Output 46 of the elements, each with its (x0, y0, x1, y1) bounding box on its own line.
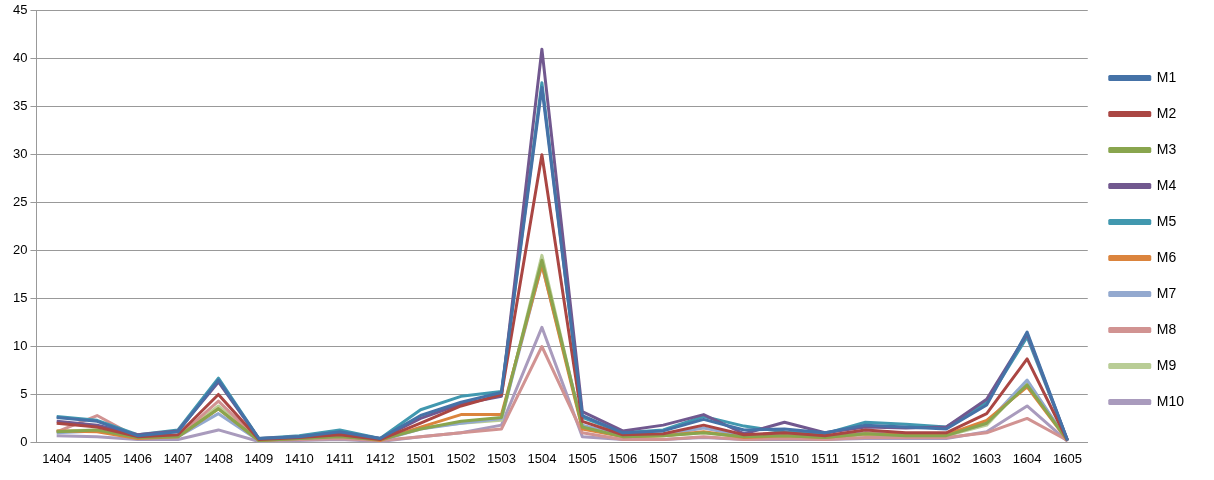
y-tick-label: 5 (20, 386, 28, 402)
x-tick-label: 1502 (446, 450, 476, 466)
x-tick-label: 1503 (487, 450, 516, 466)
x-tick-label: 1510 (770, 450, 799, 466)
x-tick-label: 1407 (163, 450, 193, 466)
x-tick-label: 1505 (567, 450, 597, 466)
x-tick-label: 1411 (325, 450, 354, 466)
x-tick-label: 1508 (689, 450, 719, 466)
x-tick-label: 1601 (891, 450, 921, 466)
legend-label: M10 (1156, 392, 1185, 409)
x-tick-label: 1410 (284, 450, 314, 466)
y-tick-label: 40 (12, 50, 28, 66)
x-tick-label: 1507 (648, 450, 678, 466)
y-tick-label: 20 (12, 242, 28, 258)
x-tick-label: 1408 (203, 450, 233, 466)
x-tick-label: 1409 (244, 450, 274, 466)
x-tick-label: 1506 (608, 450, 638, 466)
x-tick-label: 1412 (365, 450, 395, 466)
x-tick-label: 1604 (1012, 450, 1042, 466)
x-tick-label: 1602 (931, 450, 961, 466)
x-tick-label: 1511 (810, 450, 839, 466)
legend-label: M5 (1156, 212, 1177, 229)
legend-label: M4 (1156, 176, 1177, 193)
x-tick-label: 1504 (527, 450, 557, 466)
legend-label: M7 (1156, 284, 1177, 301)
y-tick-label: 0 (20, 433, 28, 449)
y-tick-label: 35 (12, 98, 28, 114)
x-tick-label: 1603 (972, 450, 1002, 466)
legend-label: M3 (1156, 140, 1177, 157)
y-tick-label: 15 (12, 290, 28, 306)
x-tick-label: 1501 (406, 450, 436, 466)
y-tick-label: 45 (12, 2, 28, 18)
legend-label: M1 (1156, 68, 1177, 85)
x-tick-label: 1512 (850, 450, 880, 466)
y-tick-label: 25 (12, 194, 28, 210)
legend-label: M8 (1156, 320, 1177, 337)
y-tick-label: 30 (12, 146, 28, 162)
x-tick-label: 1509 (729, 450, 759, 466)
x-tick-label: 1605 (1053, 450, 1083, 466)
x-tick-label: 1406 (123, 450, 153, 466)
legend-label: M2 (1156, 104, 1177, 121)
x-tick-label: 1405 (82, 450, 112, 466)
legend-label: M9 (1156, 356, 1177, 373)
y-tick-label: 10 (12, 338, 28, 354)
x-tick-label: 1404 (42, 450, 72, 466)
legend-label: M6 (1156, 248, 1177, 265)
